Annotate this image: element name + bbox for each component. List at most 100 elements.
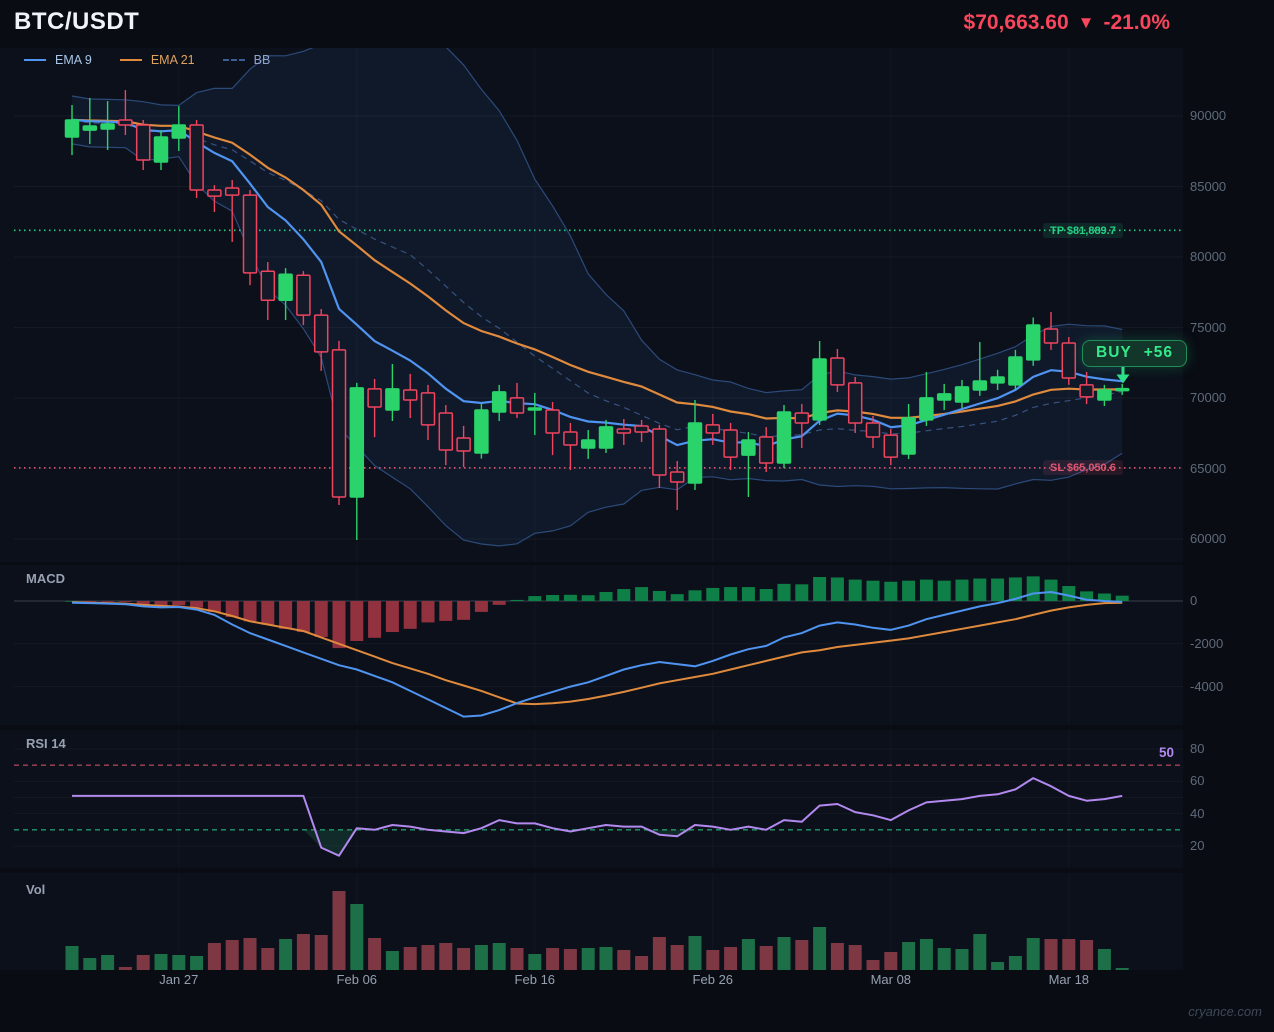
macd-histogram-bar: [136, 601, 150, 606]
legend-item-bb[interactable]: BB: [222, 53, 270, 67]
volume-bar: [563, 949, 577, 970]
macd-histogram-bar: [866, 580, 880, 601]
volume-bar: [314, 935, 328, 970]
macd-histogram-bar: [973, 578, 987, 601]
volume-bar: [332, 891, 346, 970]
candle-body: [901, 417, 916, 455]
macd-histogram-bar: [101, 601, 115, 602]
candle-body: [936, 393, 952, 401]
candle-body: [153, 136, 169, 163]
candle-body: [598, 426, 614, 449]
legend-item-ema-21[interactable]: EMA 21: [119, 53, 195, 67]
date-axis-tick: Feb 06: [336, 972, 378, 987]
price-value: $70,663.60: [963, 11, 1069, 34]
candle-body: [830, 357, 845, 386]
legend-item-ema-9[interactable]: EMA 9: [24, 53, 92, 67]
volume-bar: [777, 937, 791, 970]
volume-bar: [190, 956, 204, 970]
volume-bar: [546, 948, 560, 970]
volume-bar: [759, 946, 773, 970]
candle-body: [260, 270, 276, 302]
volume-bar: [243, 938, 257, 970]
candle-body: [883, 434, 899, 458]
rsi-oversold-fill: [72, 829, 1123, 856]
macd-histogram-bar: [670, 594, 684, 601]
buy-qty: +56: [1143, 344, 1174, 361]
macd-histogram-bar: [296, 601, 310, 633]
macd-histogram-bar: [350, 601, 364, 642]
macd-histogram-bar: [1080, 591, 1094, 601]
macd-histogram-bar: [741, 587, 755, 601]
bollinger-upper-line: [71, 48, 1123, 394]
candle-body: [1079, 384, 1094, 398]
price-display: $70,663.60 ▼ -21.0%: [964, 11, 1170, 35]
candle-body: [491, 391, 507, 413]
candle-body: [972, 380, 988, 391]
macd-histogram-bar: [243, 601, 257, 622]
volume-bar: [385, 951, 399, 970]
candle-body: [723, 429, 738, 458]
take-profit-label[interactable]: TP $81,889.7: [1043, 223, 1123, 238]
macd-histogram-bar: [884, 581, 898, 601]
volume-bar: [1062, 939, 1076, 970]
price-axis-tick: 90000: [1190, 108, 1227, 123]
macd-histogram-bar: [1026, 576, 1040, 601]
volume-bar: [136, 955, 150, 970]
volume-bar: [795, 940, 809, 970]
candle-body: [1043, 328, 1059, 344]
rsi-current-value: 50: [1158, 745, 1174, 760]
volume-bar: [866, 960, 880, 970]
price-change: -21.0%: [1103, 11, 1170, 34]
line-swatch-icon: [24, 59, 46, 61]
macd-histogram-bar: [1008, 577, 1022, 601]
candle-body: [687, 422, 703, 484]
volume-bar: [1115, 968, 1129, 970]
candle-body: [509, 397, 525, 414]
macd-histogram-bar: [937, 580, 951, 601]
volume-bar: [670, 945, 684, 970]
candle-body: [118, 119, 133, 126]
rsi-chart: [14, 764, 1183, 857]
header: BTC/USDT $70,663.60 ▼ -21.0%: [0, 0, 1274, 48]
volume-bar: [1080, 940, 1094, 970]
volume-bar: [848, 945, 862, 970]
volume-bar: [510, 948, 524, 970]
price-axis-tick: 85000: [1190, 178, 1227, 194]
volume-bar: [439, 943, 453, 970]
macd-histogram-bar: [492, 601, 506, 605]
candle-body: [64, 119, 80, 138]
volume-bar: [937, 948, 951, 970]
buy-signal-badge[interactable]: BUY +56: [1082, 340, 1188, 367]
watermark: cryance.com: [1188, 1004, 1262, 1019]
macd-histogram-bar: [474, 601, 488, 612]
volume-bar: [296, 934, 310, 970]
stop-loss-label[interactable]: SL $65,050.6: [1043, 460, 1123, 475]
volume-bar: [83, 958, 97, 970]
legend-label: EMA 21: [150, 53, 195, 67]
macd-histogram-bar: [635, 587, 649, 601]
macd-histogram-bar: [830, 577, 844, 601]
volume-bar: [154, 954, 168, 970]
candle-body: [794, 412, 810, 424]
macd-histogram-bar: [1097, 593, 1111, 601]
volume-bar: [902, 942, 916, 970]
macd-histogram-bar: [581, 595, 595, 601]
candle-body: [296, 274, 311, 316]
price-axis-tick: 70000: [1190, 390, 1227, 405]
date-axis-tick: Feb 26: [692, 972, 734, 987]
volume-bar: [635, 956, 649, 970]
macd-histogram-bar: [403, 601, 417, 629]
candle-body: [847, 382, 863, 424]
price-axis-tick: 60000: [1190, 531, 1227, 546]
candle-body: [812, 358, 827, 421]
volume-bar: [919, 939, 933, 970]
volume-bar: [101, 955, 115, 970]
rsi-title: RSI 14: [26, 736, 66, 751]
macd-histogram-bar: [813, 577, 827, 601]
macd-histogram-bar: [919, 579, 933, 601]
macd-axis-tick: -4000: [1190, 678, 1224, 694]
price-axis-tick: 65000: [1190, 460, 1227, 476]
macd-histogram-bar: [795, 584, 809, 601]
candle-body: [652, 428, 667, 476]
